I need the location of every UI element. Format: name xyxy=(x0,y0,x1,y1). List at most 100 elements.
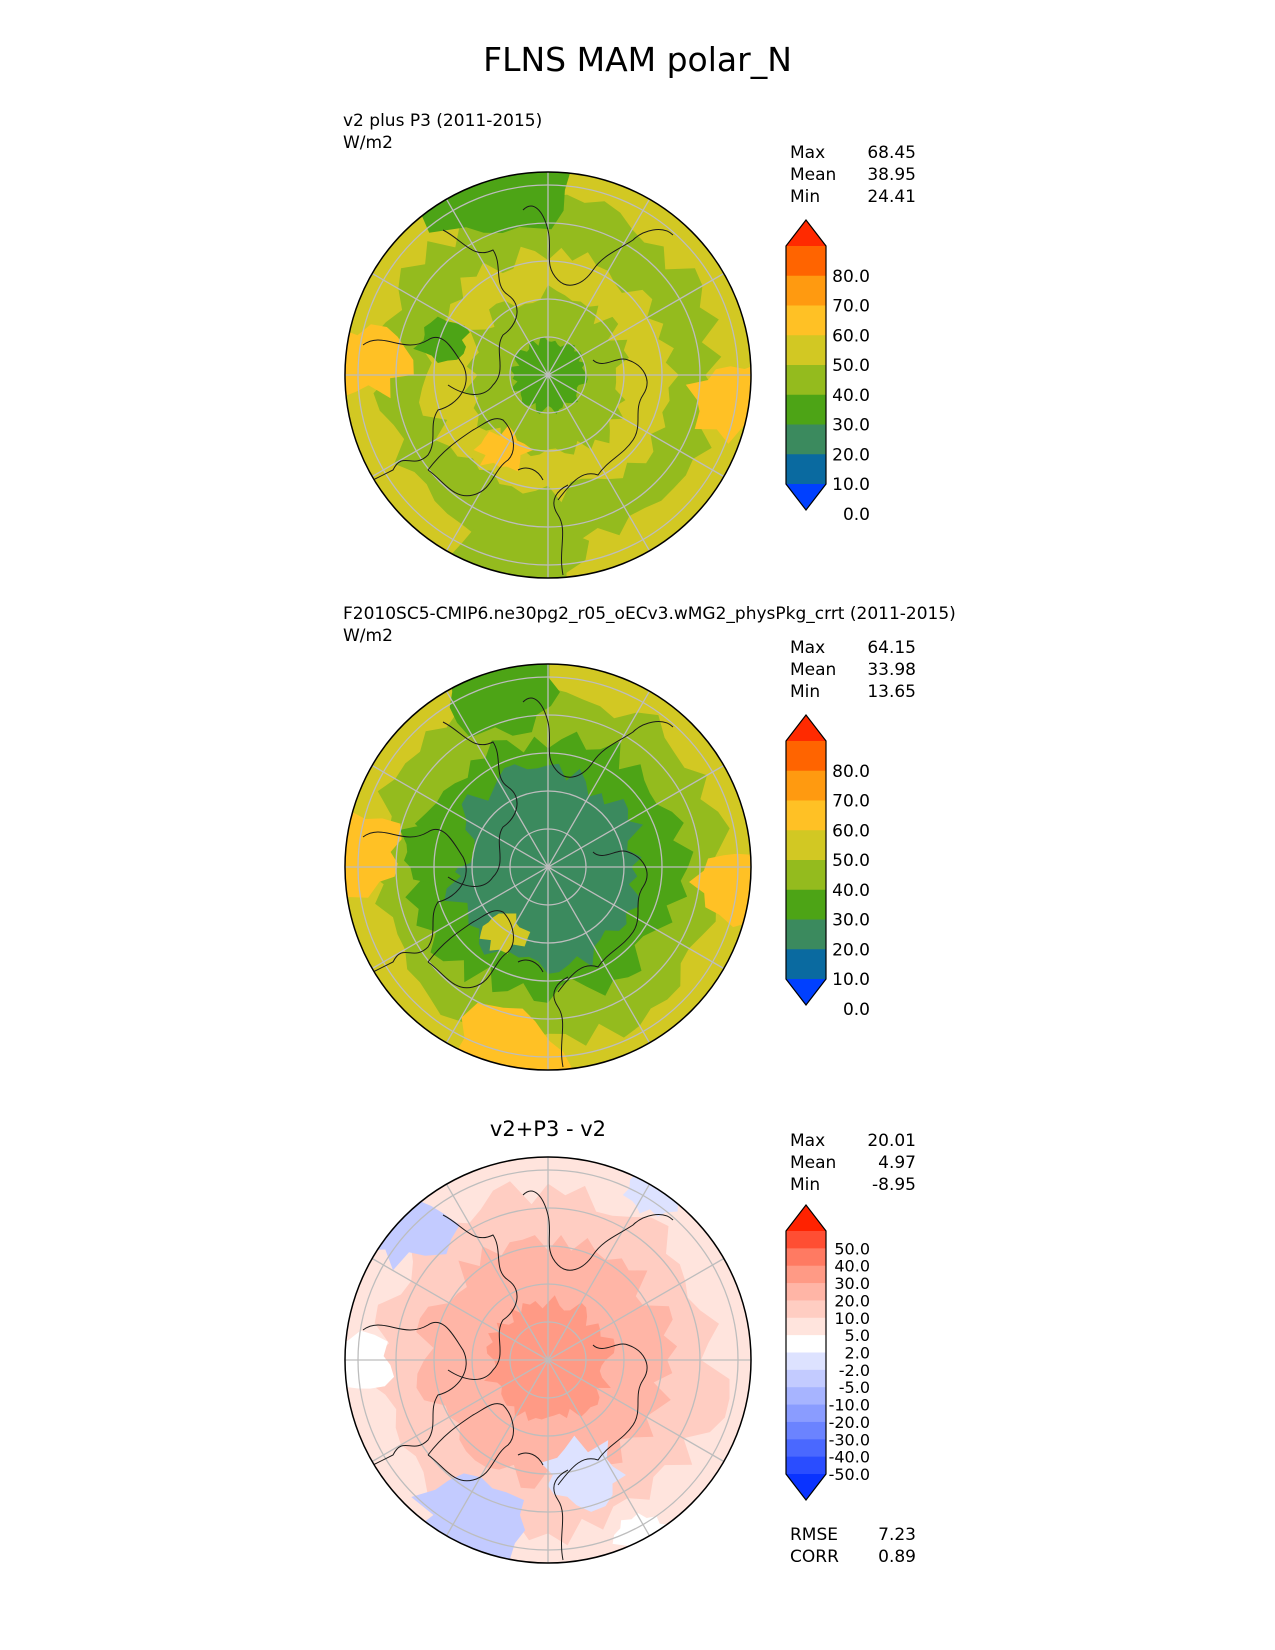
colorbar-segment xyxy=(786,365,826,396)
coastline xyxy=(362,1322,467,1466)
colorbar-segment xyxy=(786,1335,826,1354)
coastline xyxy=(442,721,518,887)
colorbar-segment xyxy=(786,1387,826,1406)
colorbar-tick-label: 0.0 xyxy=(843,505,870,525)
colorbar-tick-label: 30.0 xyxy=(832,416,870,436)
panel2-stats: Max 64.15 Mean 33.98 Min 13.65 xyxy=(790,637,916,703)
colorbar-extend-min xyxy=(786,1474,826,1500)
colorbar-tick-label: 10.0 xyxy=(834,1309,870,1328)
coastline xyxy=(557,850,648,993)
map-boundary xyxy=(344,663,752,1071)
colorbar-1: 80.0 70.0 60.0 50.0 40.0 30.0 20.0 10.0 0.0 xyxy=(785,219,870,525)
colorbar-tick-label: -50.0 xyxy=(829,1465,870,1484)
coastline xyxy=(517,1452,544,1466)
panel2-title: F2010SC5-CMIP6.ne30pg2_r05_oECv3.wMG2_ph… xyxy=(343,604,956,624)
coastline xyxy=(362,337,467,481)
colorbar-segment xyxy=(786,889,826,921)
colorbar-tick-label: 10.0 xyxy=(832,970,870,990)
colorbar-segment xyxy=(786,1283,826,1302)
colorbar-tick-label: 10.0 xyxy=(832,475,870,495)
colorbar-tick-label: -2.0 xyxy=(839,1361,870,1380)
coastline xyxy=(427,910,514,989)
mean-label: Mean xyxy=(790,165,837,185)
coastline xyxy=(362,829,467,973)
panel1-title: v2 plus P3 (2011-2015) xyxy=(343,111,543,131)
colorbar-extend-min xyxy=(786,979,826,1005)
colorbar-segment xyxy=(786,770,826,802)
colorbar-segment xyxy=(786,1265,826,1284)
polar-map-2 xyxy=(344,663,752,1071)
panel2-label: F2010SC5-CMIP6.ne30pg2_r05_oECv3.wMG2_ph… xyxy=(343,603,956,647)
colorbar-tick-label: -30.0 xyxy=(829,1430,870,1449)
max-label: Max xyxy=(790,638,826,658)
panel3-stats: Max 20.01 Mean 4.97 Min -8.95 xyxy=(790,1130,916,1196)
field-blob xyxy=(689,845,751,928)
colorbar-tick-label: 50.0 xyxy=(834,1239,870,1258)
colorbar-2: 80.0 70.0 60.0 50.0 40.0 30.0 20.0 10.0 0.0 xyxy=(785,714,870,1020)
colorbar-tick-label: 40.0 xyxy=(832,386,870,406)
panel2-units: W/m2 xyxy=(343,626,393,646)
colorbar-outline xyxy=(785,1204,827,1501)
coastline xyxy=(427,1403,514,1482)
min-label: Min xyxy=(790,1175,821,1195)
colorbar-tick-label: 50.0 xyxy=(832,356,870,376)
colorbar-segment xyxy=(786,1248,826,1267)
colorbar-segment xyxy=(786,800,826,831)
coastline xyxy=(522,205,674,286)
colorbar-tick-label: 20.0 xyxy=(832,940,870,960)
colorbar-segment xyxy=(786,1421,826,1440)
field-blob xyxy=(413,316,470,363)
colorbar-segment xyxy=(786,830,826,861)
colorbar-tick-label: 30.0 xyxy=(834,1274,870,1293)
map-field xyxy=(345,1157,751,1563)
colorbar-extend-min xyxy=(786,484,826,510)
field-blob xyxy=(473,425,534,472)
colorbar-tick-label: -5.0 xyxy=(839,1378,870,1397)
coastline xyxy=(522,1190,674,1271)
field-blob xyxy=(345,324,414,401)
colorbar-extend-max xyxy=(786,1205,826,1231)
colorbar-tick-label: 60.0 xyxy=(832,821,870,841)
panel3-metrics: RMSE 7.23 CORR 0.89 xyxy=(790,1524,916,1568)
colorbar-segment xyxy=(786,394,826,426)
max-value: 64.15 xyxy=(867,638,916,658)
colorbar-segment xyxy=(786,335,826,366)
colorbar-segment xyxy=(786,949,826,980)
field-blob xyxy=(540,1435,626,1512)
panel1-label: v2 plus P3 (2011-2015) W/m2 xyxy=(343,110,542,154)
colorbar-tick-label: 70.0 xyxy=(832,792,870,812)
mean-value: 38.95 xyxy=(867,165,916,185)
graticule-meridian xyxy=(371,764,725,970)
colorbar-extend-max xyxy=(786,220,826,246)
corr-label: CORR xyxy=(790,1547,839,1567)
field-blob xyxy=(479,913,531,954)
colorbar-tick-label: -40.0 xyxy=(829,1448,870,1467)
corr-value: 0.89 xyxy=(878,1547,916,1567)
coastline xyxy=(553,484,569,576)
map-boundary xyxy=(344,171,752,579)
polar-map-diff xyxy=(344,1156,752,1564)
map-field xyxy=(345,664,751,1070)
polar-map-1 xyxy=(344,171,752,579)
colorbar-extend-max xyxy=(786,715,826,741)
colorbar-segment xyxy=(786,1352,826,1371)
map-boundary xyxy=(344,1156,752,1564)
field-blob xyxy=(449,664,560,738)
coastline xyxy=(517,959,544,973)
colorbar-segment xyxy=(786,424,826,455)
min-label: Min xyxy=(790,187,821,207)
colorbar-tick-label: 80.0 xyxy=(832,267,870,287)
colorbar-tick-label: -10.0 xyxy=(829,1396,870,1415)
mean-value: 33.98 xyxy=(867,660,916,680)
min-value: 24.41 xyxy=(867,187,916,207)
mean-value: 4.97 xyxy=(878,1153,916,1173)
colorbar-outline xyxy=(785,219,827,511)
colorbar-segment xyxy=(786,246,826,277)
colorbar-segment xyxy=(786,1439,826,1458)
colorbar-segment xyxy=(786,1317,826,1336)
colorbar-tick-label: 30.0 xyxy=(832,911,870,931)
rmse-label: RMSE xyxy=(790,1525,839,1545)
colorbar-tick-label: 70.0 xyxy=(832,297,870,317)
colorbar-segment xyxy=(786,1404,826,1423)
colorbar-tick-label: 50.0 xyxy=(832,851,870,871)
